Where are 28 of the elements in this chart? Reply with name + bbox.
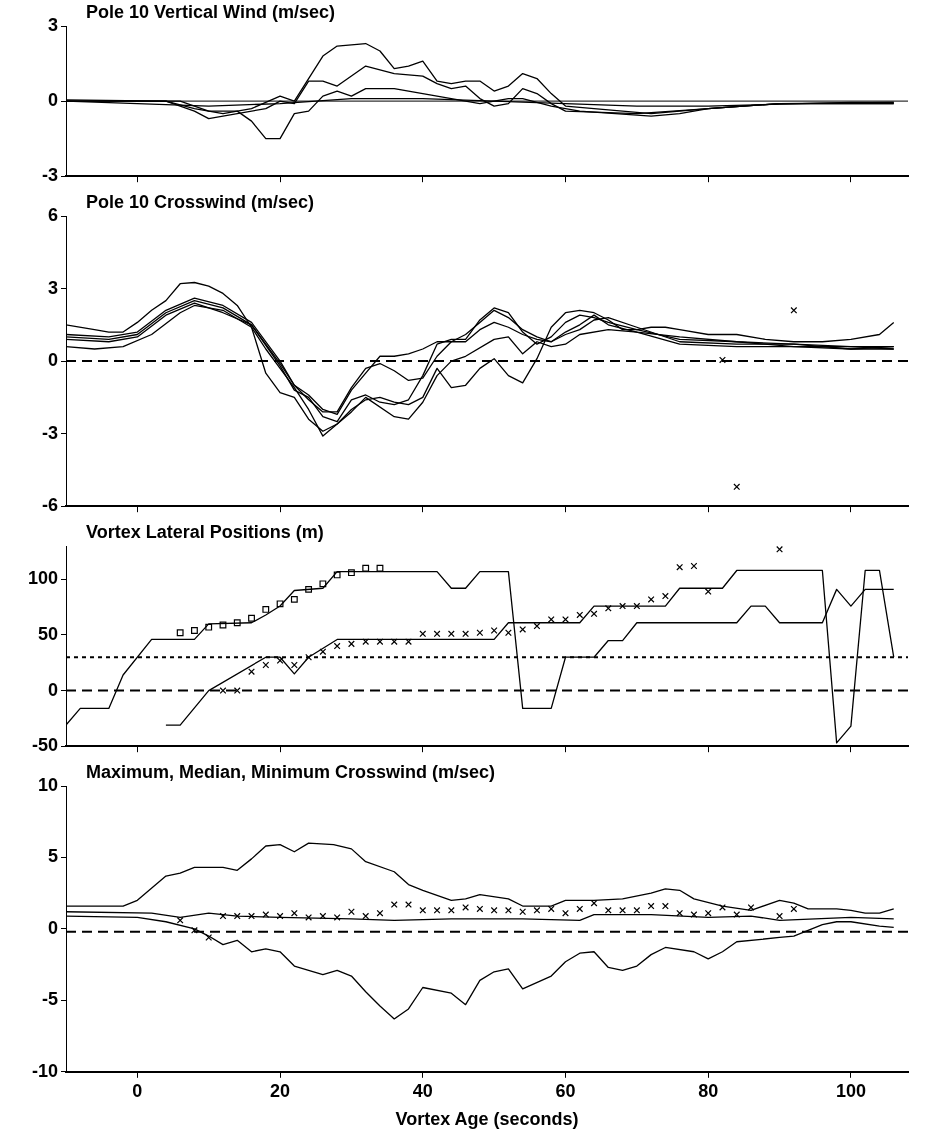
y-tick-label: -50 bbox=[31, 735, 58, 756]
y-tick-label: 0 bbox=[47, 350, 58, 371]
x-tick-label: 80 bbox=[698, 1080, 719, 1101]
y-tick-label: 3 bbox=[47, 277, 58, 298]
y-tick-label: 5 bbox=[47, 846, 58, 867]
x-tick-label: 20 bbox=[270, 1080, 291, 1101]
y-tick-label: 6 bbox=[47, 204, 58, 225]
x-tick-label: 60 bbox=[555, 1080, 576, 1101]
y-tick-label: -3 bbox=[41, 165, 58, 186]
y-tick-label: -6 bbox=[41, 495, 58, 516]
x-axis-title: Vortex Age (seconds) bbox=[395, 1109, 579, 1130]
y-tick-label: 0 bbox=[47, 917, 58, 938]
chart-title: Pole 10 Vertical Wind (m/sec) bbox=[86, 1, 335, 22]
y-tick-label: 50 bbox=[37, 623, 58, 644]
y-tick-label: 0 bbox=[47, 679, 58, 700]
y-tick-label: 0 bbox=[47, 90, 58, 111]
y-tick-label: -10 bbox=[31, 1060, 58, 1081]
y-tick-label: -5 bbox=[41, 989, 58, 1010]
x-tick-label: 100 bbox=[835, 1080, 866, 1101]
chart-title: Maximum, Median, Minimum Crosswind (m/sec) bbox=[86, 761, 496, 782]
chart-title: Vortex Lateral Positions (m) bbox=[86, 521, 324, 542]
y-tick-label: 3 bbox=[47, 14, 58, 35]
y-tick-label: 100 bbox=[27, 568, 58, 589]
y-tick-label: 10 bbox=[37, 774, 58, 795]
x-tick-label: 40 bbox=[412, 1080, 433, 1101]
x-tick-label: 0 bbox=[132, 1080, 143, 1101]
chart-title: Pole 10 Crosswind (m/sec) bbox=[86, 191, 315, 212]
y-tick-label: -3 bbox=[41, 422, 58, 443]
